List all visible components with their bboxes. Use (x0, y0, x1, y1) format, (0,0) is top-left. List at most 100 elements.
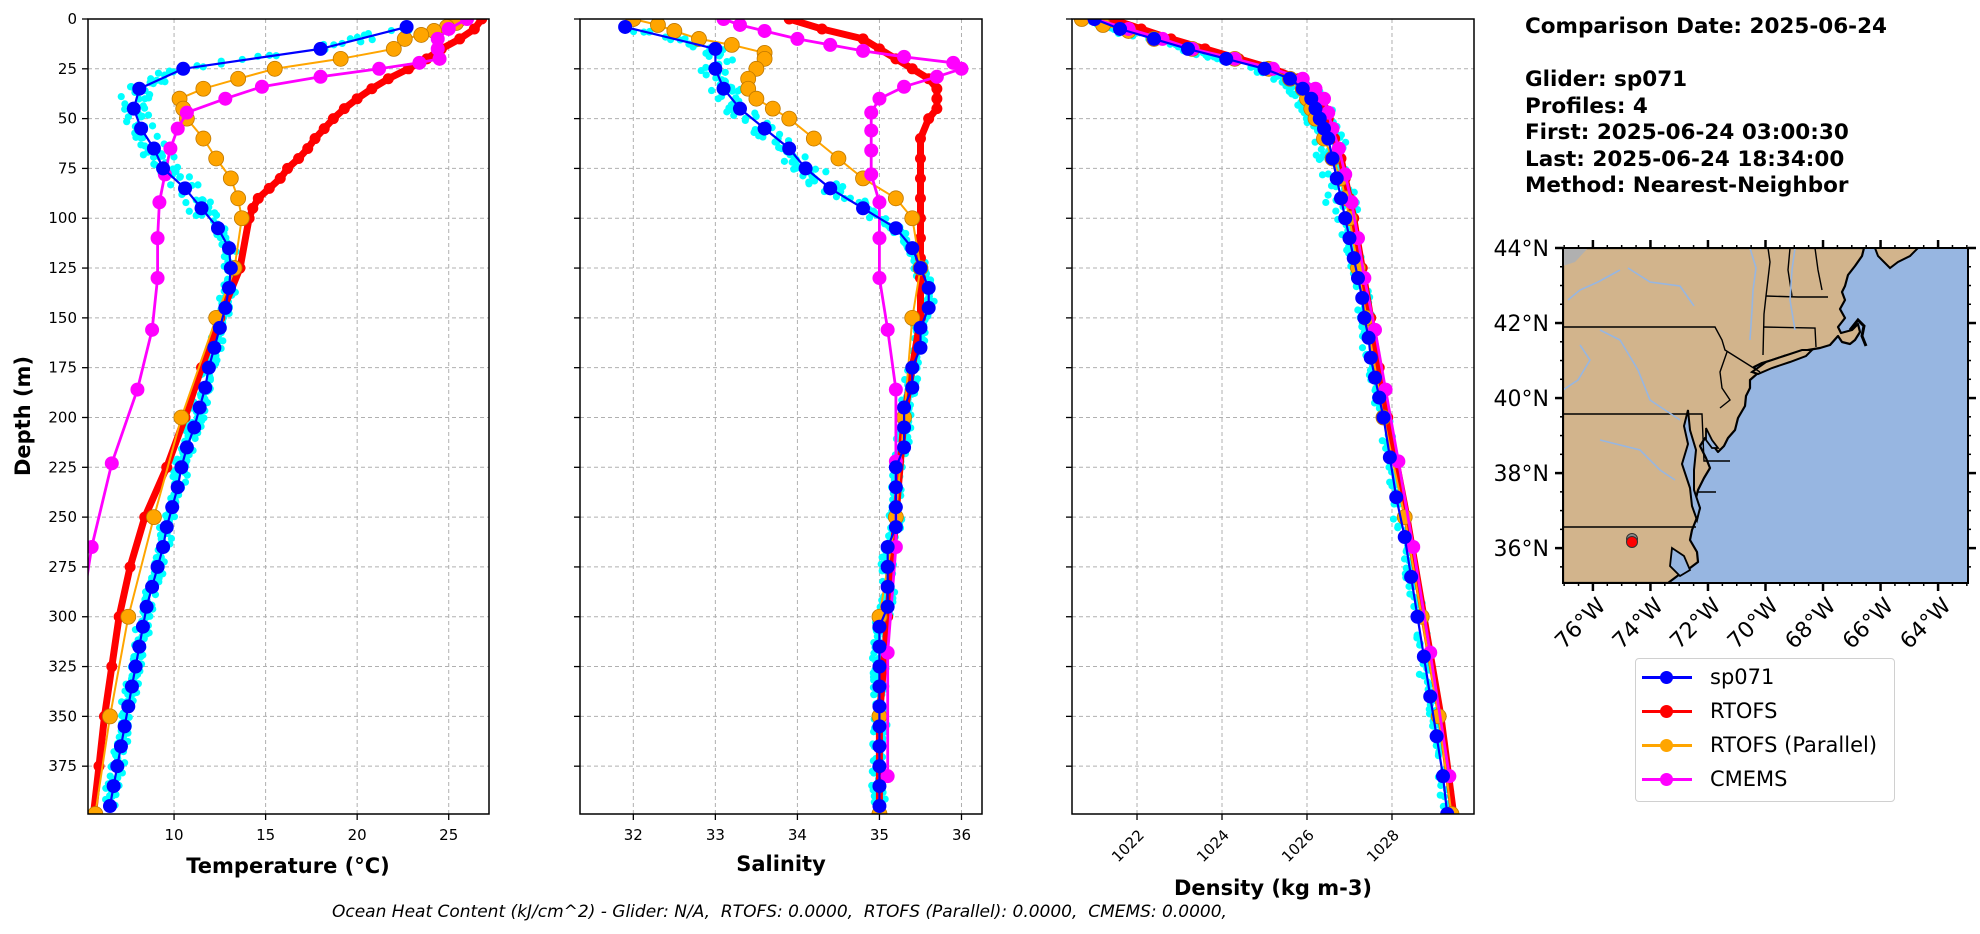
legend-label: RTOFS (1710, 699, 1778, 723)
glider-raw-point (780, 157, 789, 165)
data-point (1397, 530, 1412, 545)
x-tick-label: 1022 (1108, 826, 1148, 866)
data-point (218, 91, 233, 106)
glider-raw-point (167, 181, 175, 189)
data-point (176, 61, 191, 76)
data-point (88, 806, 104, 814)
salinity-x-ticks: 32 33 34 35 36 (624, 814, 971, 844)
data-point (146, 141, 161, 156)
data-point (230, 70, 247, 87)
data-point (146, 509, 162, 526)
data-point (914, 192, 926, 204)
data-point (1389, 490, 1404, 505)
legend-line-icon (1642, 670, 1692, 684)
data-point (880, 559, 895, 574)
glider-raw-point (172, 167, 180, 176)
data-point (872, 91, 887, 106)
density-x-ticks: 1022 1024 1026 1028 (1108, 814, 1403, 866)
data-point (716, 81, 731, 96)
data-point (399, 19, 414, 34)
data-point (372, 61, 387, 76)
lakes (1563, 248, 1588, 266)
data-point (1376, 410, 1391, 425)
data-point (152, 195, 167, 210)
data-point (830, 150, 847, 167)
glider-raw-point (822, 168, 830, 176)
x-tick-label: 1024 (1193, 826, 1233, 866)
data-point (691, 31, 707, 47)
data-point (106, 661, 118, 673)
data-point (913, 320, 928, 335)
density-plot-area (1072, 19, 1474, 814)
data-point (823, 37, 838, 52)
x-tick-label: 15 (256, 826, 275, 844)
data-point (318, 123, 330, 135)
data-point (1350, 271, 1365, 286)
glider-raw-point (183, 471, 191, 479)
ocean-heat-content-footer: Ocean Heat Content (kJ/cm^2) - Glider: N… (332, 902, 1227, 922)
data-point (872, 619, 887, 634)
glider-raw-point (801, 153, 809, 161)
data-point (880, 599, 895, 614)
glider-raw-point (1322, 198, 1330, 207)
map-lat-label: 42°N (1494, 312, 1549, 337)
data-point (897, 79, 912, 94)
x-tick-label: 35 (870, 826, 889, 844)
x-tick-label: 34 (788, 826, 807, 844)
data-point (282, 162, 294, 174)
data-point (897, 49, 912, 64)
data-point (1181, 41, 1196, 56)
first-profile-time: First: 2025-06-24 03:00:30 (1525, 120, 1849, 145)
data-point (150, 559, 165, 574)
data-point (757, 23, 772, 38)
glider-raw-point (206, 198, 214, 206)
data-point (179, 105, 194, 120)
density-panel: 1022 1024 1026 1028 Density (kg m-3) (1066, 18, 1475, 900)
pamlico-sound (1669, 546, 1692, 578)
data-point (113, 739, 128, 754)
data-point (117, 719, 132, 734)
data-point (864, 167, 879, 182)
data-point (1346, 251, 1361, 266)
glider-raw-point (702, 71, 710, 79)
data-point (823, 181, 838, 196)
legend-label: sp071 (1710, 665, 1775, 689)
data-point (716, 19, 731, 26)
data-point (856, 201, 871, 216)
data-point (905, 241, 920, 256)
map-lon-label: 76°W (1551, 593, 1612, 654)
data-point (124, 561, 136, 573)
salinity-series (618, 19, 969, 814)
glider-raw-point (721, 68, 729, 76)
data-point (1147, 31, 1162, 46)
data-point (880, 540, 895, 555)
salinity-axis-title: Salinity (736, 852, 826, 876)
y-tick-label: 200 (48, 408, 77, 426)
data-point (198, 380, 213, 395)
glider-location-marker[interactable] (1626, 536, 1638, 548)
data-point (1372, 390, 1387, 405)
data-point (888, 480, 903, 495)
glider-raw-point (832, 193, 841, 201)
temperature-axes-frame (87, 18, 490, 815)
data-point (351, 93, 363, 105)
data-point (888, 460, 903, 475)
data-point (233, 210, 250, 227)
data-point (222, 170, 239, 187)
data-point (872, 639, 887, 654)
data-point (385, 40, 402, 57)
salinity-panel: 32 33 34 35 36 Salinity (574, 18, 983, 876)
data-point (130, 382, 145, 397)
x-tick-label: 1026 (1278, 826, 1318, 866)
y-tick-label: 300 (48, 608, 77, 626)
glider-raw-point (210, 209, 219, 217)
data-point (332, 50, 349, 67)
map-lon-label: 68°W (1781, 593, 1842, 654)
map-lon-label: 66°W (1838, 593, 1899, 654)
data-point (212, 320, 227, 335)
data-point (201, 360, 216, 375)
data-point (816, 23, 828, 35)
legend-label: RTOFS (Parallel) (1710, 733, 1878, 757)
glider-raw-point (1332, 207, 1340, 215)
data-point (1355, 290, 1370, 305)
